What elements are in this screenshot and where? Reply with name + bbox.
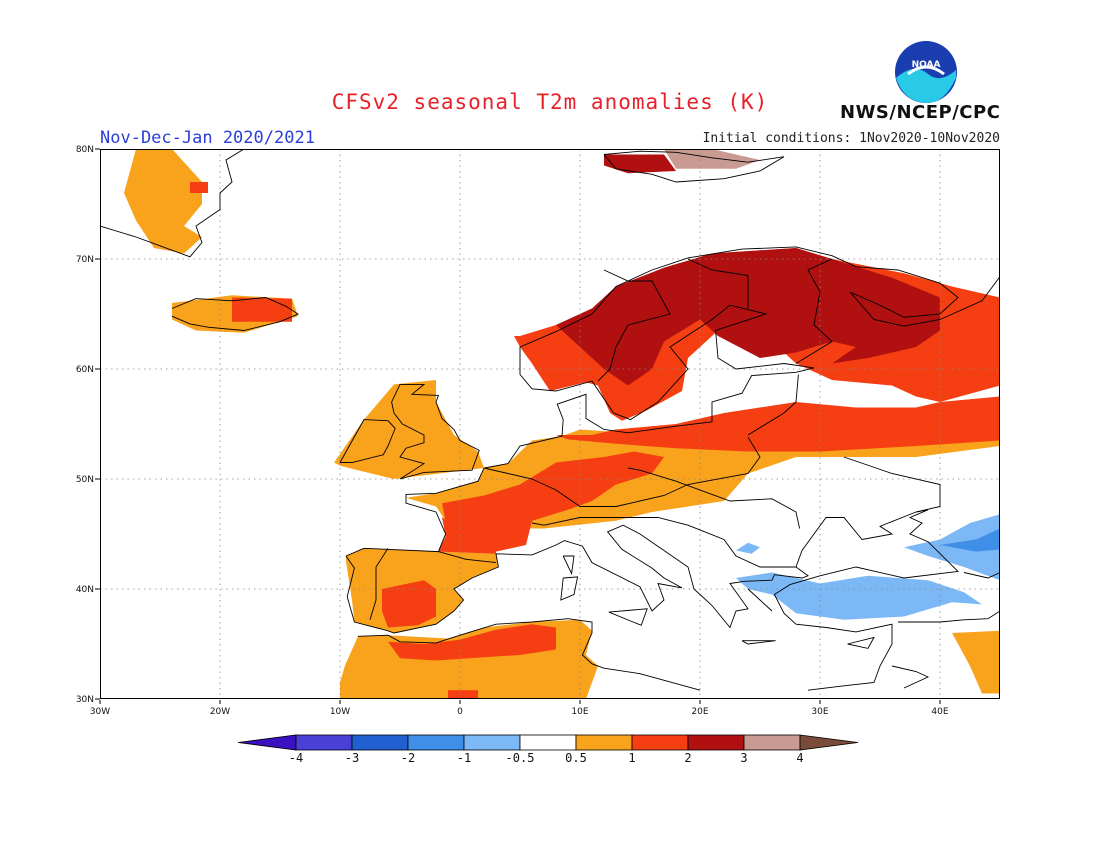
- coastline-segment: [560, 576, 579, 601]
- coastline-segment: [747, 588, 773, 612]
- coastline-segment: [843, 456, 941, 513]
- anomaly-field-5: [232, 297, 292, 322]
- map-title: CFSv2 seasonal T2m anomalies (K): [331, 90, 769, 114]
- coastline-segment: [531, 517, 796, 568]
- noaa-logo: NOAA: [895, 41, 957, 104]
- coastline-segment: [369, 548, 389, 620]
- lon-tick-label: 30E: [811, 707, 828, 717]
- colorbar-label: 4: [796, 751, 804, 765]
- anomaly-map: [100, 149, 1000, 699]
- colorbar-label: -1: [456, 751, 472, 765]
- map-gridlines: [100, 149, 1000, 699]
- colorbar-cell: [463, 734, 521, 751]
- anomaly-field-6: [334, 380, 484, 479]
- anomaly-field-18: [952, 630, 1000, 694]
- coastline-segment: [345, 246, 1000, 557]
- anomaly-field-21: [940, 528, 1000, 552]
- colorbar-cell: [575, 734, 633, 751]
- coastline-segment: [391, 383, 480, 480]
- coastline-segment: [795, 258, 833, 364]
- logo-bird: [907, 65, 945, 76]
- coastline-segment: [687, 258, 749, 309]
- coastline-segment: [898, 610, 1000, 623]
- lat-tick-label: 70N: [76, 255, 94, 265]
- coastline-segment: [891, 665, 930, 689]
- lat-tick-label: 80N: [76, 145, 94, 155]
- colorbar: [238, 734, 859, 751]
- lon-tick-label: 40E: [931, 707, 948, 717]
- lon-tick-label: 10E: [571, 707, 588, 717]
- lon-tick-label: 30W: [90, 707, 110, 717]
- lon-tick-label: 10W: [330, 707, 350, 717]
- anomaly-field-20: [904, 514, 1000, 581]
- colorbar-label: 1: [628, 751, 636, 765]
- anomaly-field-22: [736, 542, 760, 554]
- anomaly-field-1: [190, 182, 208, 193]
- coastline-segment: [963, 572, 1000, 579]
- logo-text: NOAA: [912, 60, 941, 70]
- colorbar-label: 3: [740, 751, 748, 765]
- colorbar-cell: [743, 734, 801, 751]
- lat-tick-label: 50N: [76, 475, 94, 485]
- coastline-segment: [627, 467, 801, 529]
- coastline-segment: [603, 150, 785, 183]
- anomaly-field-8: [556, 248, 940, 386]
- coastline-segment: [100, 149, 245, 258]
- coastline-segment: [608, 608, 648, 626]
- coastline-segment: [747, 374, 799, 436]
- colorbar-cell: [351, 734, 409, 751]
- anomaly-field-0: [124, 149, 202, 254]
- lat-tick-label: 30N: [76, 695, 94, 705]
- coastline-segment: [171, 297, 299, 331]
- colorbar-label: -3: [344, 751, 360, 765]
- anomaly-field-17: [448, 690, 478, 699]
- lon-tick-label: 0: [457, 707, 463, 717]
- colorbar-cell: [519, 734, 577, 751]
- anomaly-field-14: [556, 396, 1000, 452]
- colorbar-label: -0.5: [505, 751, 535, 765]
- lat-axis: 30N 40N 50N 60N 70N 80N: [76, 145, 100, 705]
- coastline-segment: [438, 551, 497, 564]
- lon-tick-label: 20E: [691, 707, 708, 717]
- colorbar-high-arrow: [799, 734, 859, 751]
- coastline-segment: [597, 269, 671, 382]
- coastline-segment: [741, 640, 776, 645]
- coastline-segment: [357, 618, 701, 691]
- colorbar-cell: [631, 734, 689, 751]
- anomaly-field-2: [604, 154, 676, 174]
- season-label: Nov-Dec-Jan 2020/2021: [100, 128, 315, 148]
- coastline-segment: [345, 509, 959, 691]
- colorbar-label: 2: [684, 751, 692, 765]
- lat-tick-label: 40N: [76, 585, 94, 595]
- coastline-segment: [562, 555, 575, 576]
- agency-label: NWS/NCEP/CPC: [840, 102, 1001, 123]
- colorbar-label: -4: [288, 751, 304, 765]
- initial-conditions-label: Initial conditions: 1Nov2020-10Nov2020: [702, 131, 1000, 146]
- logo-wave: [896, 68, 956, 104]
- colorbar-cell: [407, 734, 465, 751]
- coastline-segment: [483, 436, 761, 507]
- lon-axis: 30W 20W 10W 0 10E 20E 30E 40E: [90, 700, 949, 717]
- coastlines: [100, 149, 1000, 691]
- colorbar-label: 0.5: [565, 751, 587, 765]
- coastline-segment: [339, 419, 396, 463]
- anomaly-field-13: [442, 451, 664, 552]
- anomaly-field-19: [736, 572, 982, 620]
- colorbar-cell: [295, 734, 353, 751]
- lat-tick-label: 60N: [76, 365, 94, 375]
- colorbar-low-arrow: [238, 734, 297, 751]
- colorbar-cell: [687, 734, 745, 751]
- lon-tick-label: 20W: [210, 707, 230, 717]
- anomaly-field-16: [388, 624, 556, 661]
- colorbar-label: -2: [400, 751, 416, 765]
- coastline-segment: [847, 636, 875, 649]
- anomaly-field-10: [382, 580, 436, 628]
